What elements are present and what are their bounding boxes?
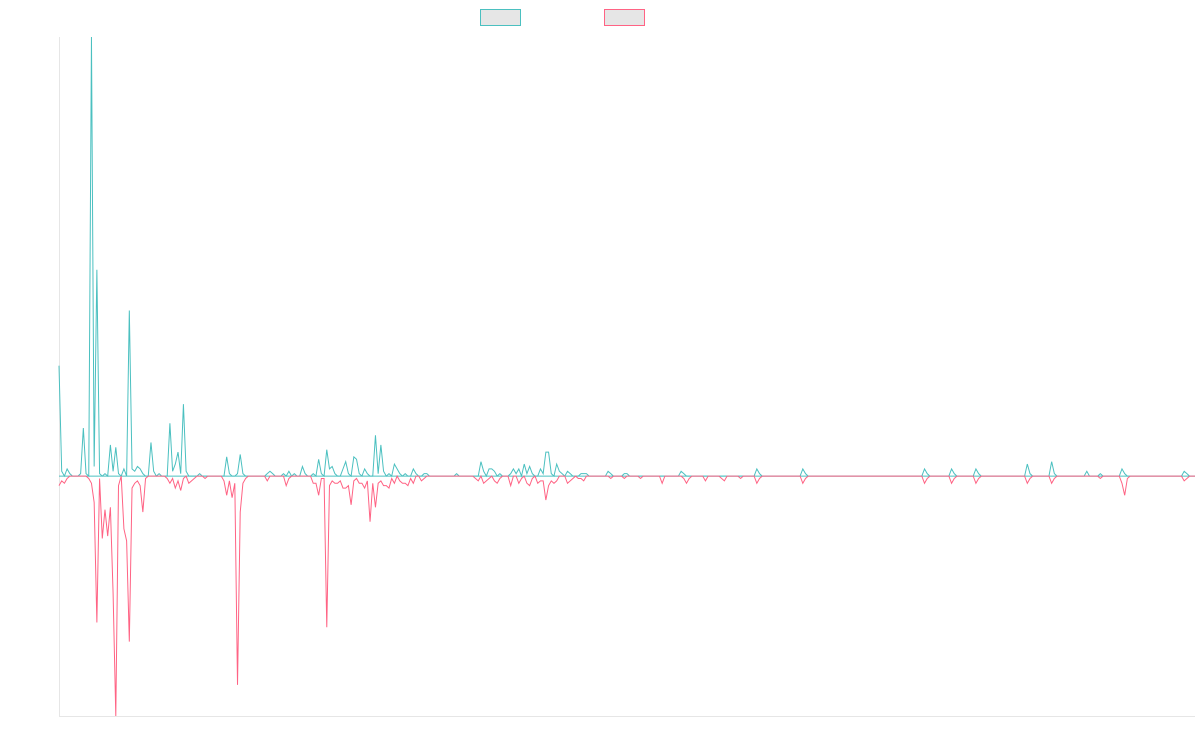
- legend-swatch-positive[interactable]: [480, 9, 521, 26]
- series-negative-line: [58, 474, 1195, 717]
- legend: [480, 9, 645, 26]
- series-layer: [58, 36, 1195, 717]
- legend-swatch-negative[interactable]: [604, 9, 645, 26]
- axes: [59, 37, 1195, 717]
- series-positive-line: [58, 36, 1195, 478]
